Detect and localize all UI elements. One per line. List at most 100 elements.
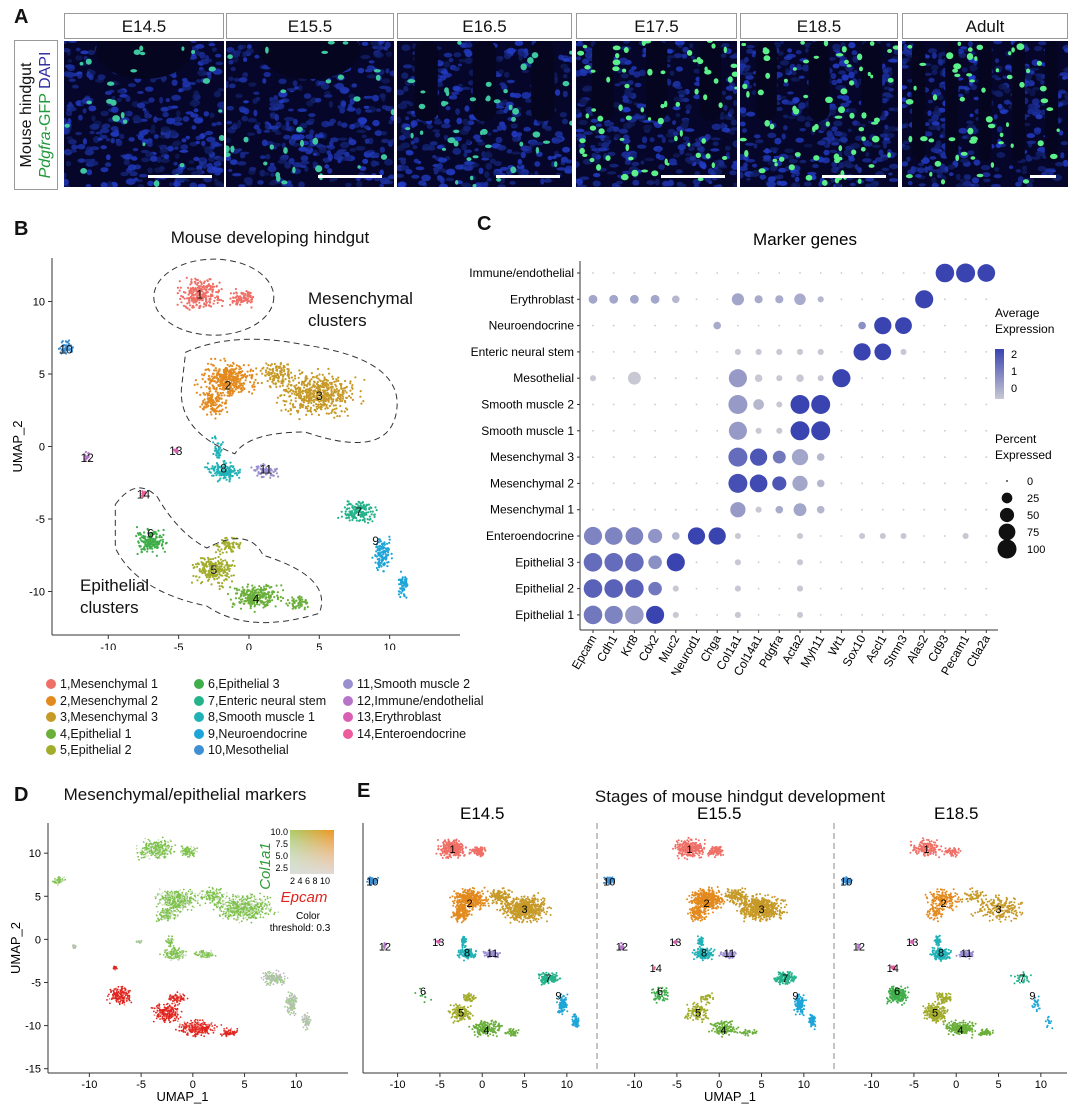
umap-point [245, 376, 248, 379]
umap-point [178, 289, 181, 292]
nucleus [1002, 75, 1008, 79]
umap-point [223, 368, 226, 371]
gfp-cell [226, 152, 231, 158]
nucleus [191, 125, 197, 130]
nucleus [847, 128, 852, 133]
umap-point [187, 286, 190, 289]
umap-point [143, 545, 146, 548]
nucleus [656, 148, 662, 153]
gfp-cell [873, 117, 880, 123]
nucleus [936, 123, 941, 131]
nucleus [461, 86, 471, 90]
nucleus [675, 113, 681, 118]
nucleus [719, 111, 725, 119]
nucleus [267, 165, 277, 173]
gfp-cell [312, 137, 319, 145]
umap-point [303, 397, 306, 400]
nucleus [1017, 176, 1024, 184]
umap-point [201, 378, 204, 381]
umap-point [246, 374, 249, 378]
nucleus [87, 49, 96, 55]
nucleus [667, 179, 674, 187]
nucleus [180, 144, 189, 150]
nucleus [902, 97, 907, 103]
nucleus [462, 118, 469, 126]
nucleus [576, 114, 582, 118]
nucleus [233, 77, 241, 82]
nucleus [1003, 99, 1011, 105]
umap-point [186, 297, 189, 300]
nucleus [622, 122, 633, 130]
nucleus [226, 120, 233, 125]
gfp-cell [139, 51, 146, 56]
nucleus [990, 74, 999, 79]
umap-point [228, 389, 231, 392]
nucleus [791, 70, 797, 76]
gfp-cell [519, 141, 524, 147]
nucleus [576, 128, 585, 133]
umap-point [151, 550, 154, 553]
gfp-cell [860, 147, 866, 152]
umap-point [218, 413, 221, 416]
gfp-cell [107, 81, 115, 86]
gfp-cell [624, 83, 630, 89]
nucleus [784, 148, 794, 153]
nucleus [558, 54, 565, 61]
nucleus [999, 109, 1008, 115]
umap-point [218, 394, 221, 397]
nucleus [421, 174, 431, 182]
umap-point [226, 572, 229, 575]
umap-point [281, 384, 284, 387]
umap-point [194, 301, 197, 304]
nucleus [108, 89, 115, 93]
umap-point [282, 589, 285, 592]
umap-point [304, 389, 307, 392]
nucleus [887, 126, 897, 132]
nucleus [238, 184, 246, 187]
gfp-cell [892, 45, 898, 50]
umap-point [208, 387, 211, 390]
umap-point [330, 390, 333, 393]
nucleus [264, 123, 270, 130]
nucleus [150, 124, 156, 131]
nucleus [206, 136, 216, 143]
umap-point [288, 380, 291, 383]
umap-point [318, 385, 322, 388]
micrograph-image [576, 41, 737, 187]
nucleus [365, 109, 372, 113]
umap-point [212, 285, 216, 288]
nucleus [349, 148, 357, 152]
umap-point [354, 376, 357, 379]
gfp-cell [315, 165, 323, 173]
nucleus [634, 82, 642, 88]
nucleus [769, 147, 779, 152]
nucleus [474, 148, 479, 152]
gfp-cell [485, 81, 492, 87]
nucleus [330, 137, 339, 143]
umap-point [223, 378, 226, 381]
umap-point [221, 299, 225, 303]
umap-point [137, 541, 140, 544]
umap-point [212, 380, 215, 383]
nucleus [439, 75, 447, 81]
umap-plot-b: -10-505101050-5-10UMAP_1UMAP_21234567891… [10, 258, 460, 650]
gfp-cell [283, 147, 288, 154]
gfp-cell [803, 59, 809, 64]
gfp-cell [64, 123, 70, 128]
umap-point [204, 380, 207, 383]
nucleus [774, 137, 782, 145]
umap-point [205, 560, 208, 564]
gfp-cell [887, 152, 891, 158]
nucleus [783, 125, 788, 131]
gfp-cell [375, 74, 381, 81]
nucleus [106, 181, 113, 187]
umap-point [282, 366, 285, 369]
umap-point [276, 373, 280, 376]
umap-point [230, 368, 233, 371]
nucleus [348, 93, 356, 99]
gfp-cell [660, 70, 666, 75]
nucleus [229, 159, 238, 165]
umap-point [301, 392, 304, 395]
umap-point [148, 544, 151, 547]
nucleus [873, 180, 879, 185]
